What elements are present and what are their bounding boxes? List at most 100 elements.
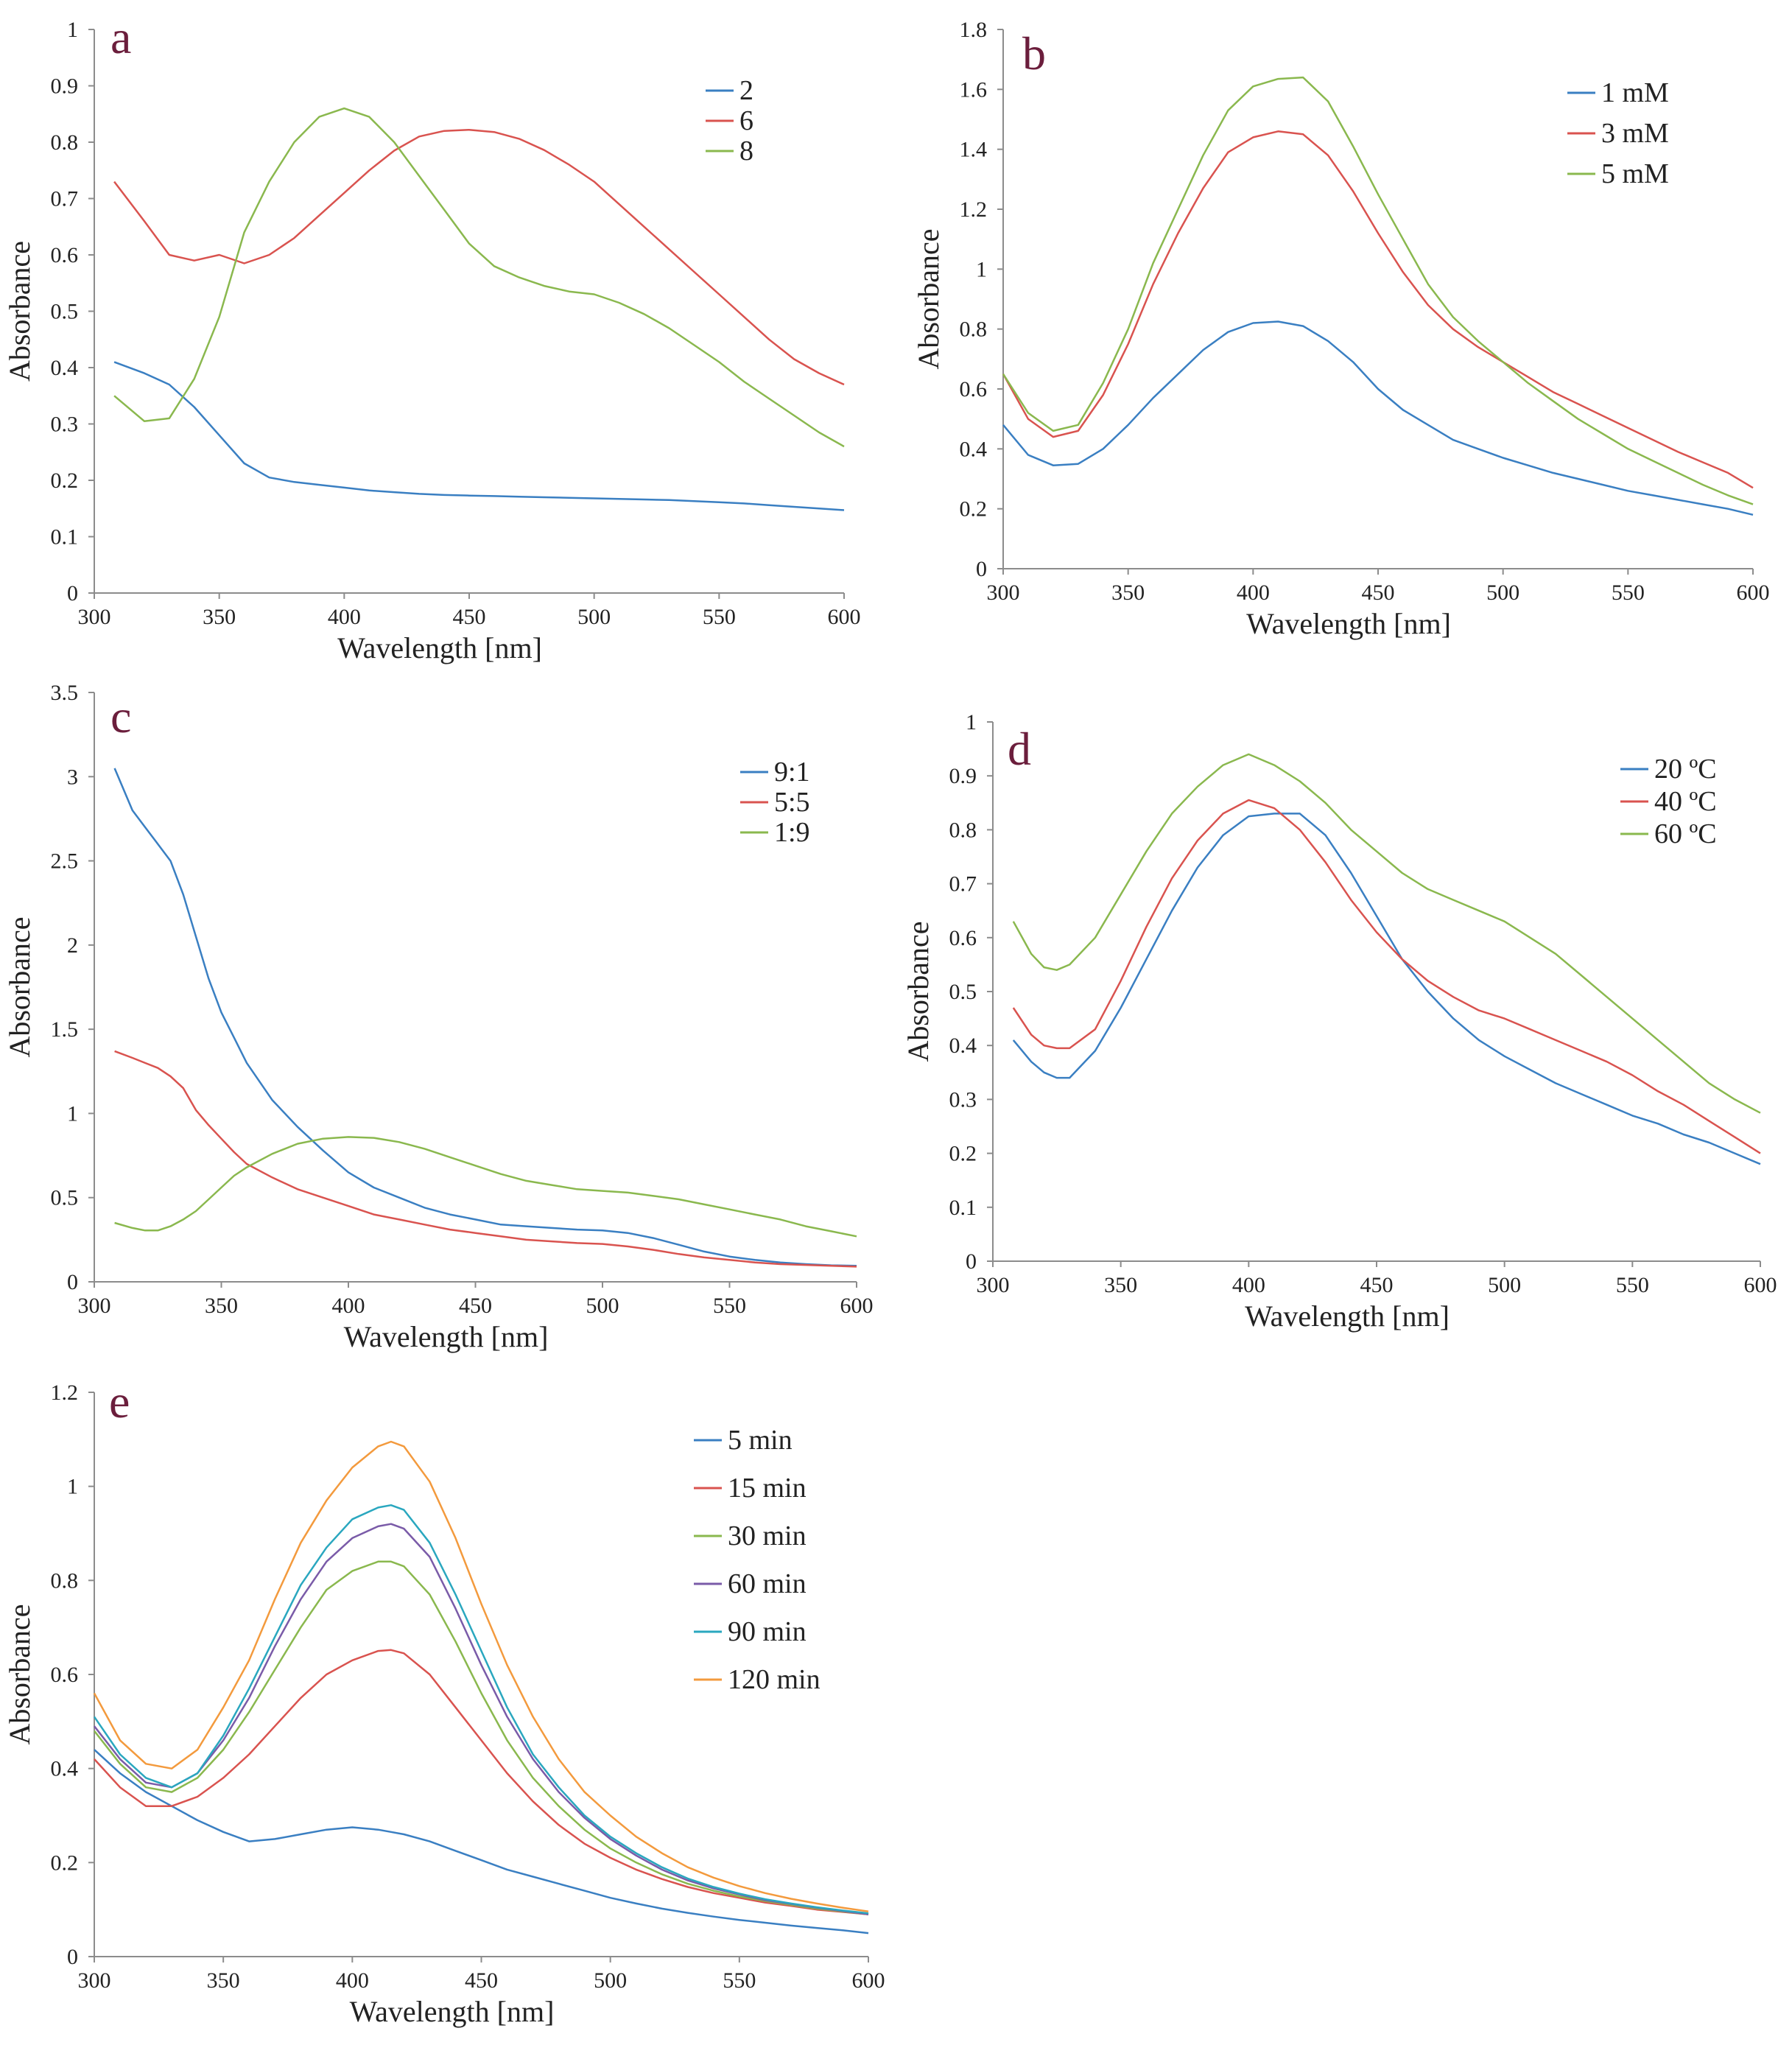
y-tick-label: 2.5 bbox=[51, 849, 79, 874]
y-tick-label: 0.6 bbox=[51, 1663, 79, 1687]
series-line-40-C bbox=[1012, 799, 1761, 1154]
y-axis-title: Absorbance bbox=[3, 916, 36, 1057]
x-tick-label: 600 bbox=[1744, 1273, 1777, 1297]
y-tick-label: 0.8 bbox=[960, 318, 988, 342]
series-line-120-min bbox=[93, 1440, 869, 1912]
x-tick-label: 500 bbox=[594, 1968, 627, 1993]
series-line-1-9 bbox=[114, 1136, 857, 1238]
y-tick-label: 2 bbox=[67, 933, 78, 958]
legend-label: 90 min bbox=[728, 1616, 807, 1647]
legend-label: 120 min bbox=[728, 1664, 821, 1695]
y-tick-label: 0.6 bbox=[949, 926, 977, 950]
series-line-30-min bbox=[94, 1560, 869, 1915]
series-line-60-C bbox=[1012, 753, 1761, 1114]
x-tick-label: 400 bbox=[328, 605, 361, 629]
y-tick-label: 0.8 bbox=[51, 130, 79, 155]
legend-label: 5 mM bbox=[1601, 158, 1669, 189]
y-tick-label: 1.2 bbox=[960, 197, 988, 222]
series-line-5-5 bbox=[114, 1050, 857, 1268]
legend-label: 30 min bbox=[728, 1520, 807, 1551]
legend-label: 5:5 bbox=[774, 787, 810, 818]
y-tick-label: 0 bbox=[67, 1945, 78, 1969]
x-tick-label: 600 bbox=[1737, 580, 1770, 605]
y-tick-label: 1.2 bbox=[51, 1381, 79, 1405]
y-tick-label: 0.9 bbox=[51, 74, 79, 99]
x-tick-label: 550 bbox=[703, 605, 736, 629]
y-tick-label: 1 bbox=[67, 1475, 78, 1499]
y-tick-label: 0.4 bbox=[51, 1757, 79, 1781]
chart-panel-b: 0 0.2 0.4 0.6 0.8 1 1.2 1.4 1.6 1.8 300 350 400 450 50… bbox=[912, 18, 1770, 640]
x-tick-label: 500 bbox=[1486, 580, 1519, 605]
chart-panel-a: 0 0.1 0.2 0.3 0.4 0.5 0.6 0.7 0.8 0.9 1 300 350 400 45… bbox=[3, 11, 861, 664]
y-axis-title: Absorbance bbox=[3, 1604, 36, 1744]
x-tick-label: 500 bbox=[577, 605, 611, 629]
y-tick-label: 0.5 bbox=[949, 980, 977, 1004]
y-tick-label: 0 bbox=[67, 1270, 78, 1294]
y-tick-label: 0.4 bbox=[949, 1034, 977, 1058]
y-tick-label: 0.1 bbox=[949, 1196, 977, 1220]
y-tick-label: 0.2 bbox=[949, 1142, 977, 1166]
series-line-15-min bbox=[94, 1649, 869, 1915]
y-tick-label: 0 bbox=[966, 1249, 977, 1274]
y-tick-label: 0.2 bbox=[51, 1851, 79, 1875]
y-tick-label: 3 bbox=[67, 765, 78, 789]
x-tick-label: 500 bbox=[586, 1294, 619, 1318]
x-tick-label: 450 bbox=[1362, 580, 1395, 605]
y-tick-label: 0.6 bbox=[51, 243, 79, 267]
series-line-3-mM bbox=[1002, 130, 1754, 489]
y-tick-label: 0.2 bbox=[51, 469, 79, 493]
x-axis-title: Wavelength [nm] bbox=[1245, 1299, 1450, 1333]
y-tick-label: 0.8 bbox=[949, 818, 977, 842]
legend-label: 8 bbox=[739, 136, 753, 166]
panel-label: d bbox=[1008, 723, 1031, 775]
y-tick-label: 0.9 bbox=[949, 764, 977, 788]
legend-label: 6 bbox=[739, 105, 753, 136]
legend-label: 1 mM bbox=[1601, 77, 1669, 108]
panel-label: c bbox=[110, 690, 131, 743]
y-tick-label: 0.5 bbox=[51, 1186, 79, 1210]
x-tick-label: 300 bbox=[78, 1294, 111, 1318]
legend-label: 1:9 bbox=[774, 817, 810, 848]
x-tick-label: 300 bbox=[987, 580, 1020, 605]
x-tick-label: 550 bbox=[1612, 580, 1645, 605]
legend-label: 60 ºC bbox=[1654, 818, 1717, 849]
x-tick-label: 300 bbox=[977, 1273, 1010, 1297]
y-tick-label: 0.4 bbox=[51, 356, 79, 380]
panel-label: e bbox=[109, 1375, 130, 1428]
panel-label: a bbox=[110, 11, 131, 63]
y-tick-label: 1 bbox=[966, 710, 977, 734]
legend-label: 15 min bbox=[728, 1473, 807, 1504]
legend-label: 9:1 bbox=[774, 757, 810, 788]
series-line-90-min bbox=[93, 1504, 869, 1915]
y-tick-label: 0.4 bbox=[960, 437, 988, 461]
chart-panel-c: 0 0.5 1 1.5 2 2.5 3 3.5 300 350 400 450 500 550 600 Wav… bbox=[3, 681, 874, 1353]
x-tick-label: 300 bbox=[78, 605, 111, 629]
series-line-2 bbox=[113, 361, 845, 511]
y-tick-label: 0.3 bbox=[949, 1087, 977, 1112]
x-tick-label: 400 bbox=[336, 1968, 369, 1993]
y-tick-label: 1.4 bbox=[960, 138, 988, 162]
x-tick-label: 450 bbox=[1360, 1273, 1394, 1297]
x-tick-label: 550 bbox=[723, 1968, 756, 1993]
x-axis-title: Wavelength [nm] bbox=[344, 1320, 549, 1353]
x-tick-label: 550 bbox=[1616, 1273, 1649, 1297]
y-tick-label: 1 bbox=[67, 18, 78, 42]
x-tick-label: 600 bbox=[852, 1968, 885, 1993]
y-tick-label: 0 bbox=[67, 581, 78, 606]
x-tick-label: 450 bbox=[453, 605, 486, 629]
series-line-60-min bbox=[94, 1523, 869, 1915]
y-tick-label: 0.1 bbox=[51, 525, 79, 550]
series-line-5-min bbox=[94, 1749, 869, 1935]
legend-label: 60 min bbox=[728, 1568, 807, 1599]
legend-label: 40 ºC bbox=[1654, 786, 1717, 817]
legend-label: 20 ºC bbox=[1654, 754, 1717, 785]
series-line-8 bbox=[113, 107, 845, 448]
y-axis-title: Absorbance bbox=[3, 241, 36, 382]
y-tick-label: 0.8 bbox=[51, 1568, 79, 1593]
x-tick-label: 350 bbox=[205, 1294, 238, 1318]
x-tick-label: 400 bbox=[1237, 580, 1270, 605]
x-axis-title: Wavelength [nm] bbox=[1246, 607, 1451, 640]
y-tick-label: 0.7 bbox=[51, 187, 79, 211]
legend-label: 2 bbox=[739, 75, 753, 106]
